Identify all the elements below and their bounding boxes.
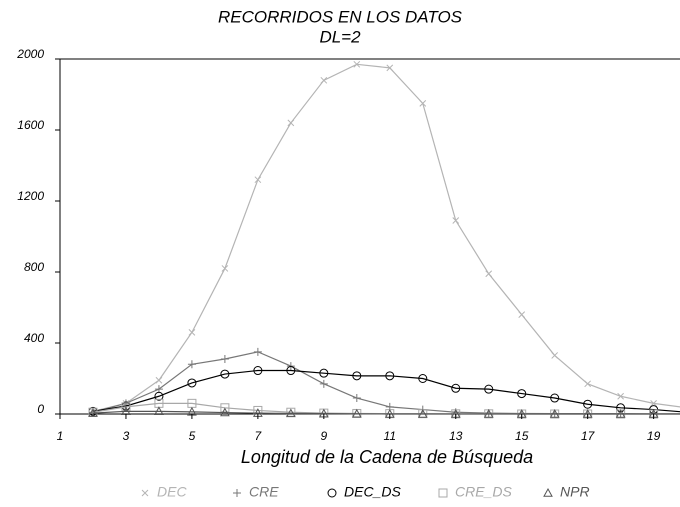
data-point bbox=[286, 408, 296, 418]
data-point bbox=[385, 371, 395, 381]
data-point bbox=[650, 399, 657, 407]
data-point bbox=[155, 376, 163, 384]
legend-marker bbox=[543, 487, 553, 497]
data-point bbox=[419, 100, 427, 107]
data-point bbox=[253, 347, 262, 356]
y-tick-label: 0 bbox=[37, 402, 44, 416]
data-point bbox=[220, 369, 230, 379]
x-tick-label: 13 bbox=[449, 429, 463, 443]
data-point bbox=[483, 408, 494, 418]
data-point bbox=[254, 176, 262, 184]
legend-marker bbox=[233, 489, 241, 497]
data-point bbox=[551, 352, 559, 359]
series-line bbox=[92, 369, 680, 413]
data-point bbox=[584, 380, 592, 388]
x-tick-label: 1 bbox=[57, 429, 64, 443]
x-tick-label: 5 bbox=[189, 429, 196, 443]
data-point bbox=[187, 360, 196, 369]
data-point bbox=[550, 393, 560, 403]
data-point bbox=[220, 403, 230, 413]
x-tick-label: 17 bbox=[581, 429, 596, 443]
data-point bbox=[351, 408, 362, 418]
data-point bbox=[319, 368, 329, 378]
data-point bbox=[221, 265, 229, 272]
data-point bbox=[418, 374, 428, 383]
y-tick-label: 400 bbox=[24, 331, 44, 345]
x-tick-label: 3 bbox=[123, 429, 130, 443]
chart-title: RECORRIDOS EN LOS DATOS bbox=[218, 7, 463, 26]
x-tick-label: 11 bbox=[384, 429, 396, 443]
data-point bbox=[517, 389, 527, 399]
legend-marker bbox=[438, 488, 448, 498]
legend-text: CRE_DS bbox=[455, 484, 512, 500]
x-tick-label: 19 bbox=[647, 429, 661, 443]
data-point bbox=[253, 366, 263, 376]
legend-text: DEC_DS bbox=[344, 484, 401, 500]
data-point bbox=[452, 217, 460, 224]
data-point bbox=[320, 76, 328, 84]
data-point bbox=[451, 383, 461, 393]
data-point bbox=[549, 408, 560, 418]
legend-text: NPR bbox=[560, 484, 590, 500]
y-tick-label: 1600 bbox=[17, 118, 44, 132]
data-point bbox=[352, 394, 361, 403]
x-tick-label: 15 bbox=[515, 429, 529, 443]
data-point bbox=[353, 60, 361, 68]
series-line bbox=[92, 63, 680, 412]
data-point bbox=[386, 64, 394, 72]
data-point bbox=[617, 392, 624, 400]
data-point bbox=[615, 408, 626, 418]
data-point bbox=[518, 311, 526, 318]
x-axis-title: Longitud de la Cadena de Búsqueda bbox=[241, 447, 533, 467]
data-point bbox=[154, 391, 164, 401]
legend-text: CRE bbox=[249, 484, 279, 500]
data-point bbox=[187, 378, 197, 388]
data-point bbox=[188, 328, 196, 336]
data-point bbox=[352, 371, 362, 381]
x-tick-label: 9 bbox=[320, 429, 327, 443]
y-tick-label: 2000 bbox=[16, 47, 44, 61]
data-point bbox=[88, 408, 98, 417]
data-point bbox=[220, 407, 230, 417]
data-point bbox=[583, 399, 593, 409]
data-point bbox=[220, 354, 229, 363]
y-tick-label: 800 bbox=[24, 260, 44, 274]
data-point bbox=[286, 366, 296, 376]
data-point bbox=[484, 384, 494, 394]
data-point bbox=[417, 408, 428, 418]
legend-text: DEC bbox=[157, 484, 187, 500]
data-point bbox=[287, 119, 295, 127]
chart-subtitle: DL=2 bbox=[319, 27, 361, 46]
data-point bbox=[616, 403, 626, 413]
legend-marker bbox=[141, 489, 149, 497]
y-tick-label: 1200 bbox=[17, 189, 44, 203]
plot-area bbox=[88, 60, 680, 419]
x-tick-label: 7 bbox=[255, 429, 263, 443]
data-point bbox=[485, 270, 493, 278]
legend-marker bbox=[327, 488, 337, 498]
data-point bbox=[154, 406, 164, 416]
data-point bbox=[319, 379, 328, 388]
